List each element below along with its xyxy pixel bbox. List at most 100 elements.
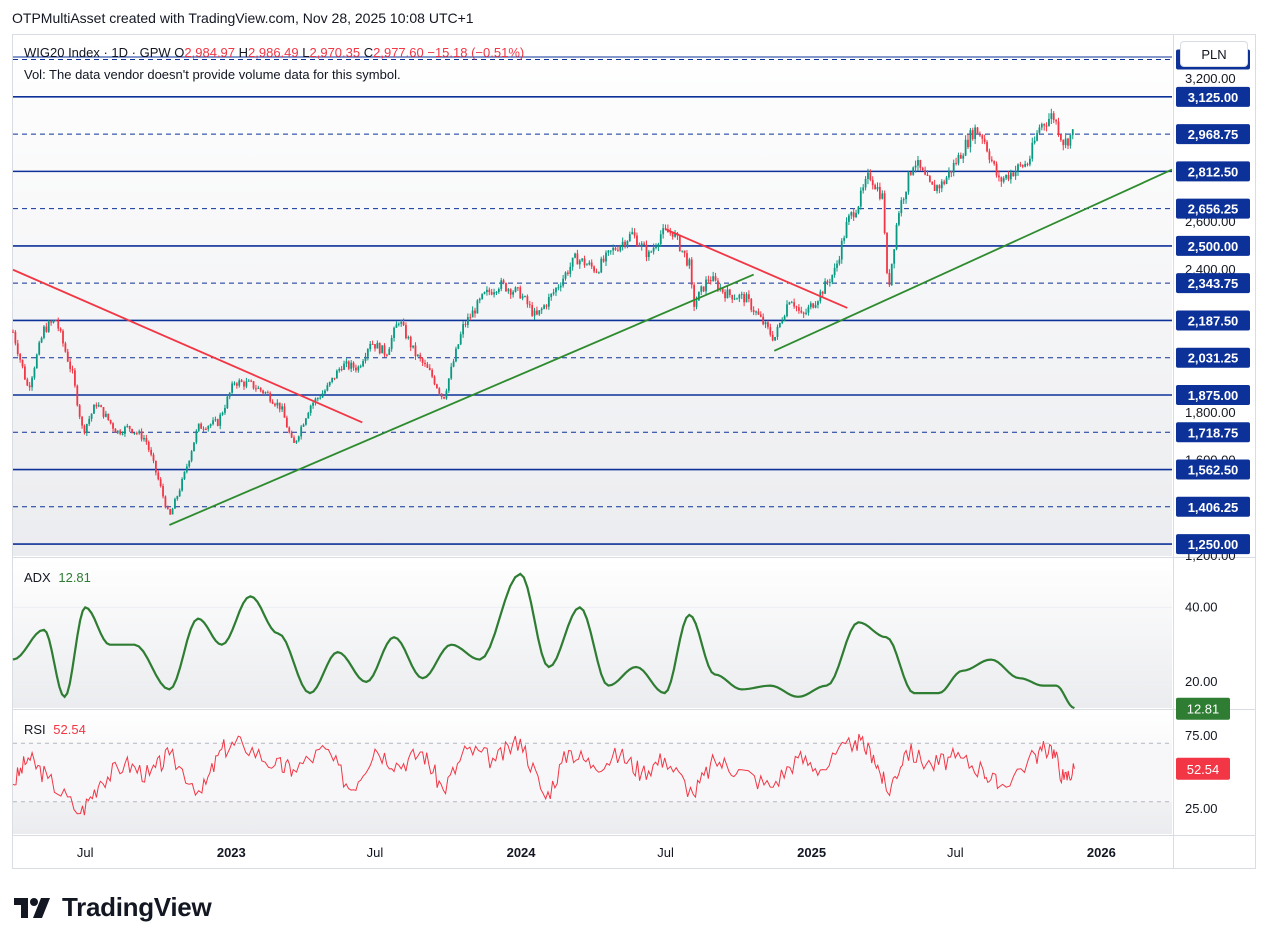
candle-body [369,343,372,350]
candle-body [902,199,905,201]
candle-body [319,397,322,399]
symbol-label[interactable]: WIG20 Index · 1D · GPW [24,45,171,60]
candle-body [76,385,79,406]
candle-body [1062,139,1065,146]
candle-body [512,291,515,295]
candle-body [1029,158,1031,165]
candle-body [559,285,562,288]
candle-body [447,378,450,391]
candle-body [381,345,384,354]
candle-body [135,432,138,434]
candle-body [326,385,329,391]
candle-body [1048,118,1050,126]
candle-body [1033,140,1036,143]
candle-body [581,258,584,261]
candle-body [981,135,984,139]
candle-body [917,159,919,166]
candle-body [733,298,736,300]
candle-body [626,241,629,246]
candle-body [624,241,626,246]
candle-body [474,310,476,314]
candle-body [555,287,557,293]
candle-body [1069,135,1072,146]
candle-body [538,310,541,315]
candle-body [397,323,400,325]
candle-body [214,419,217,421]
candle-body [950,171,953,173]
volume-note: Vol: The data vendor doesn't provide vol… [24,67,401,82]
candle-body [755,311,757,313]
candle-body [978,134,981,136]
candle-body [83,425,86,433]
candle-body [1043,124,1046,126]
candle-body [890,263,893,286]
price-pane-bg [13,36,1172,556]
candle-body [712,276,715,282]
candle-body [16,343,19,355]
candle-body [640,243,643,247]
candle-body [907,172,910,192]
candle-body [102,407,105,417]
tradingview-logo[interactable]: TradingView [14,892,212,923]
candle-body [483,292,486,294]
candle-body [459,334,462,345]
candle-body [945,177,948,184]
candle-body [466,317,469,325]
candle-body [614,247,617,250]
adx-legend[interactable]: ADX 12.81 [24,570,91,585]
candle-body [790,302,793,304]
candle-body [931,181,934,185]
candle-body [347,361,350,369]
candle-body [590,262,593,267]
candle-body [178,490,181,497]
candle-body [154,460,157,473]
candle-body [385,354,388,356]
candle-body [488,289,491,293]
candle-body [855,212,857,218]
candle-body [324,390,326,394]
level-label-box [1176,124,1250,145]
candle-body [957,154,960,164]
candle-body [190,451,193,461]
candle-body [1057,121,1060,135]
price-axis-tick: 2,400.00 [1185,262,1236,277]
currency-button[interactable]: PLN [1180,41,1248,67]
candle-body [909,172,912,175]
candle-body [226,396,229,409]
candle-body [536,310,538,315]
rsi-legend[interactable]: RSI 52.54 [24,722,86,737]
candle-body [112,423,114,429]
x-axis-tick: 2025 [797,845,826,860]
candle-body [59,328,62,331]
candle-body [1005,174,1007,179]
candle-body [276,402,279,406]
tradingview-logo-icon [14,897,50,918]
candle-body [850,212,853,216]
candle-body [395,324,398,328]
candle-body [924,170,927,175]
candle-body [107,413,110,420]
level-label-box [1176,86,1250,107]
candle-body [302,424,305,427]
candle-body [486,289,488,293]
candle-body [693,284,696,307]
candle-body [647,251,650,258]
x-axis-tick: 2023 [217,845,246,860]
candle-body [669,232,672,234]
candle-body [495,291,498,293]
trendline-red [12,268,363,424]
candle-body [705,279,707,292]
candle-body [71,369,74,371]
candle-body [390,337,393,349]
level-label: 1,875.00 [1188,388,1239,403]
candle-body [295,440,298,443]
candle-body [131,428,133,433]
candle-body [133,432,136,434]
candle-body [809,303,812,308]
rsi-name: RSI [24,722,46,737]
candle-body [1050,113,1053,119]
candle-body [752,310,755,313]
candle-body [959,154,962,159]
candle-body [526,296,529,305]
